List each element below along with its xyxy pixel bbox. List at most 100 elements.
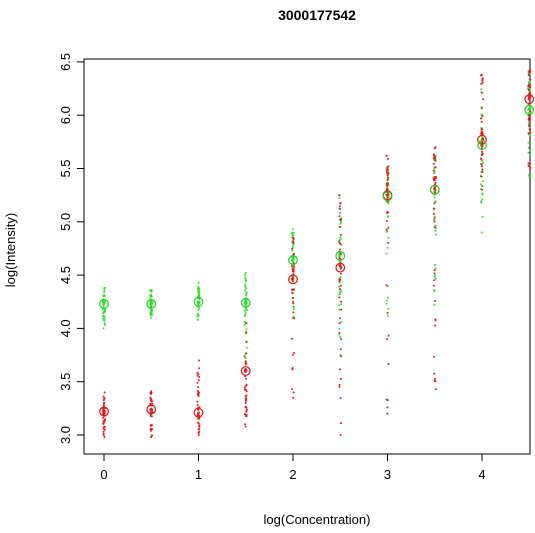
data-point-red <box>196 390 199 392</box>
data-point-red <box>338 368 341 371</box>
data-point-green <box>245 292 248 295</box>
data-point-green <box>244 289 247 292</box>
data-point-red <box>197 395 200 397</box>
data-point-red <box>151 411 154 414</box>
data-point-red <box>292 273 295 275</box>
data-point-red <box>339 219 342 222</box>
data-point-red <box>338 296 341 299</box>
data-point-green <box>244 272 247 274</box>
data-point-green <box>102 327 105 330</box>
data-point-red <box>290 265 293 268</box>
data-point-green <box>527 122 530 125</box>
data-point-green <box>339 236 342 239</box>
data-point-red <box>528 83 531 86</box>
data-point-green <box>245 294 248 297</box>
data-point-red <box>197 379 200 382</box>
data-point-red <box>149 402 152 405</box>
data-point-red <box>245 409 248 412</box>
data-point-red <box>387 182 389 185</box>
data-point-red <box>481 145 484 148</box>
data-point-red <box>387 334 390 337</box>
data-point-red <box>432 213 435 215</box>
data-point-red <box>102 402 105 405</box>
data-point-red <box>432 284 435 287</box>
data-point-red <box>151 424 153 427</box>
data-point-red <box>434 181 437 184</box>
data-point-red <box>340 308 343 311</box>
data-point-red <box>527 114 530 117</box>
data-point-red <box>434 166 437 169</box>
data-point-red <box>480 117 483 120</box>
data-point-red <box>480 163 483 166</box>
data-point-red <box>149 427 152 430</box>
data-point-green <box>434 224 437 227</box>
data-point-red <box>433 202 436 205</box>
data-point-red <box>340 355 343 358</box>
data-point-red <box>528 162 531 165</box>
data-point-red <box>293 317 295 320</box>
data-point-green <box>386 246 389 249</box>
data-point-green <box>102 319 105 322</box>
data-point-green <box>482 161 484 164</box>
data-point-red <box>149 408 152 411</box>
data-point-red <box>103 391 106 394</box>
data-point-red <box>244 360 247 363</box>
data-point-green <box>198 307 201 310</box>
y-tick-label: 4.0 <box>58 319 73 337</box>
data-point-red <box>385 184 388 186</box>
data-point-red <box>102 408 105 410</box>
data-point-red <box>292 302 295 305</box>
data-point-red <box>527 165 530 167</box>
data-point-red <box>432 153 435 156</box>
data-point-red <box>481 81 484 84</box>
x-tick-label: 3 <box>384 467 391 482</box>
median-marker-green <box>335 250 346 261</box>
data-point-green <box>480 88 483 91</box>
data-point-red <box>198 359 200 362</box>
data-point-green <box>527 151 530 154</box>
data-point-red <box>481 185 484 187</box>
data-point-green <box>245 346 248 349</box>
data-point-green <box>291 232 293 235</box>
data-point-green <box>338 327 341 330</box>
data-point-red <box>244 388 247 391</box>
data-point-red <box>480 106 483 109</box>
data-point-red <box>433 372 436 375</box>
data-point-green <box>529 134 531 137</box>
data-point-red <box>433 217 436 220</box>
data-point-green <box>196 287 199 290</box>
data-point-red <box>433 279 436 282</box>
data-point-green <box>433 196 436 199</box>
y-tick-label: 3.5 <box>58 373 73 391</box>
data-point-red <box>433 178 435 181</box>
data-point-green <box>103 291 106 293</box>
data-point-red <box>197 427 200 430</box>
data-point-red <box>339 242 342 245</box>
data-point-green <box>150 290 153 293</box>
data-point-red <box>339 434 342 436</box>
data-point-red <box>386 188 388 191</box>
data-point-red <box>480 158 483 161</box>
data-point-red <box>292 391 295 394</box>
data-point-green <box>387 236 390 239</box>
x-tick-label: 0 <box>100 467 107 482</box>
data-point-green <box>197 281 200 284</box>
data-point-red <box>245 377 247 380</box>
data-point-green <box>433 303 436 306</box>
data-point-red <box>292 240 295 243</box>
data-point-green <box>197 301 200 304</box>
data-point-red <box>292 269 295 271</box>
data-point-red <box>293 351 296 354</box>
data-point-red <box>480 120 483 123</box>
data-point-green <box>386 299 388 302</box>
data-point-green <box>243 323 246 326</box>
data-point-red <box>291 353 294 356</box>
data-point-green <box>103 287 106 289</box>
data-point-green <box>480 231 483 234</box>
data-point-red <box>385 220 388 223</box>
median-marker-green <box>429 184 440 195</box>
data-point-red <box>481 115 484 118</box>
data-point-red <box>103 411 106 414</box>
data-point-red <box>482 98 485 101</box>
data-point-green <box>292 305 295 308</box>
